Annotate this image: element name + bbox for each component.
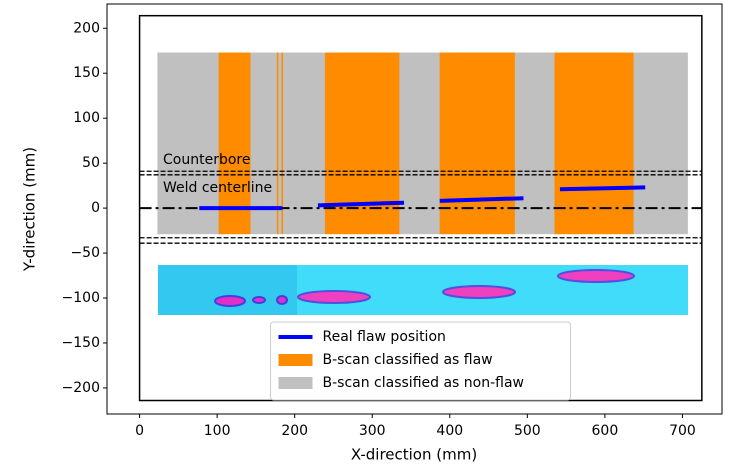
annotation: Counterbore <box>163 152 250 168</box>
y-tick-label: 50 <box>82 155 100 171</box>
y-tick-label: 200 <box>73 20 100 36</box>
bscan-image <box>158 265 688 315</box>
y-tick-label: −200 <box>62 380 100 396</box>
bscan-span <box>325 53 399 235</box>
x-tick-label: 600 <box>592 423 619 439</box>
x-tick-label: 700 <box>669 423 696 439</box>
x-tick-label: 200 <box>281 423 308 439</box>
annotation: Weld centerline <box>163 180 272 196</box>
legend-label: Real flaw position <box>323 329 446 345</box>
x-axis-label: X-direction (mm) <box>351 446 477 464</box>
y-axis-label: Y-direction (mm) <box>21 147 39 272</box>
x-tick-label: 500 <box>514 423 541 439</box>
y-tick-label: 150 <box>73 65 100 81</box>
x-tick-label: 0 <box>135 423 144 439</box>
y-tick-label: −50 <box>70 245 100 261</box>
chart: Counterbore Weld centerline X-direction … <box>0 0 734 466</box>
bscan-span <box>554 53 633 235</box>
y-tick-label: −150 <box>62 335 100 351</box>
legend-label: B-scan classified as flaw <box>323 352 493 368</box>
legend-swatch <box>279 354 313 366</box>
y-tick-label: −100 <box>62 290 100 306</box>
x-tick-label: 400 <box>436 423 463 439</box>
x-tick-label: 100 <box>204 423 231 439</box>
legend-label: B-scan classified as non-flaw <box>323 375 525 391</box>
x-tick-label: 300 <box>359 423 386 439</box>
legend-swatch <box>279 377 313 389</box>
y-tick-label: 100 <box>73 110 100 126</box>
y-tick-label: 0 <box>91 200 100 216</box>
bscan-span <box>440 53 515 235</box>
